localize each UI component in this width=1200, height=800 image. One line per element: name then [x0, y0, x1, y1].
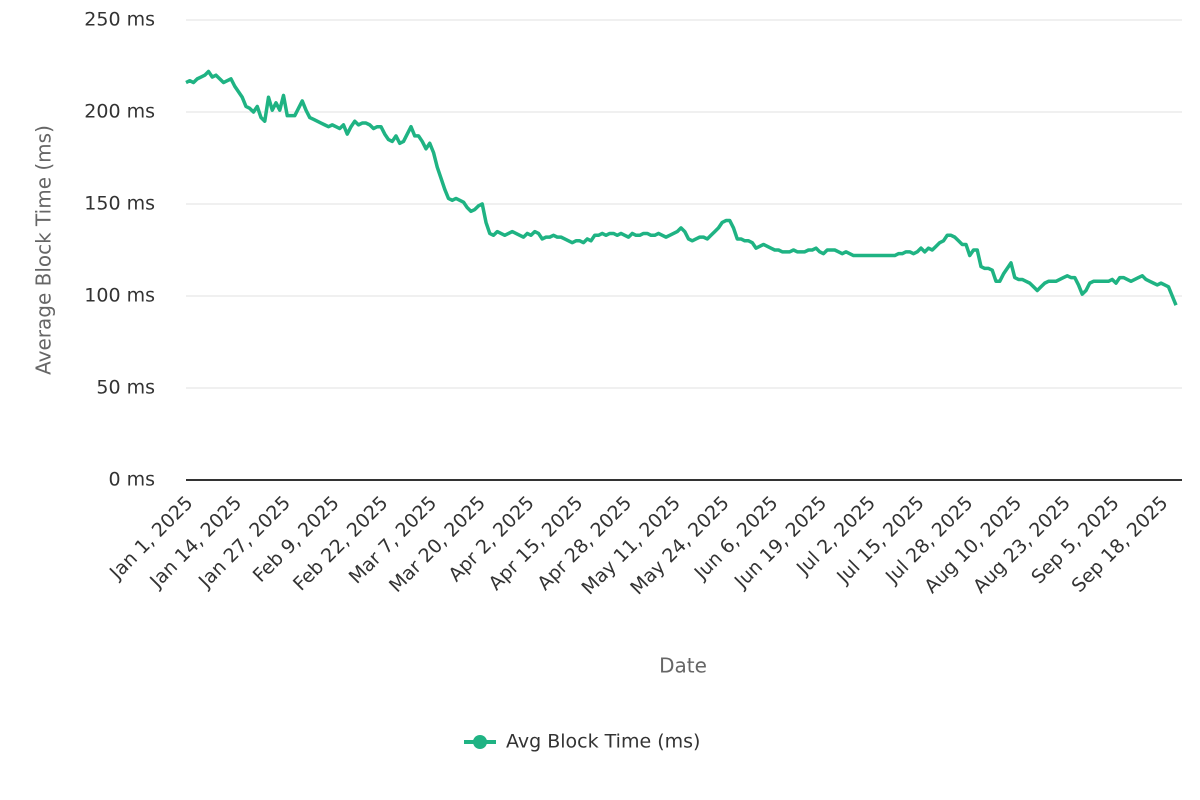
line: [185, 69, 1178, 306]
y-tick-label: 200 ms: [84, 101, 155, 123]
y-tick-label: 150 ms: [84, 193, 155, 215]
y-tick-label: 50 ms: [96, 377, 155, 399]
x-axis-title: Date: [659, 654, 707, 678]
y-tick-label: 250 ms: [84, 9, 155, 31]
y-tick-label: 0 ms: [108, 469, 155, 491]
legend-marker: [473, 735, 487, 749]
legend-label: Avg Block Time (ms): [506, 731, 700, 753]
y-tick-label: 100 ms: [84, 285, 155, 307]
y-axis-title: Average Block Time (ms): [32, 125, 56, 375]
